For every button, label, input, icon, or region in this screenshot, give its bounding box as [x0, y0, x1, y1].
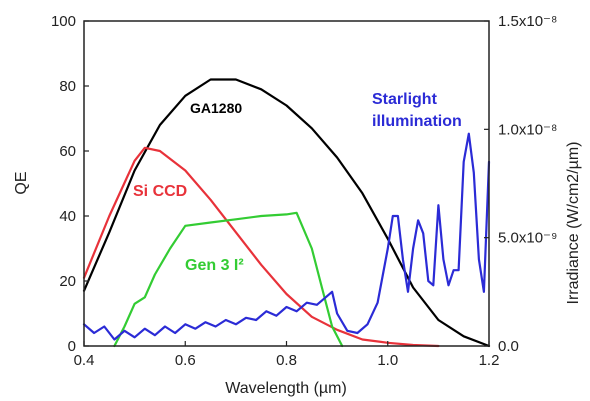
ticks-layer: 0.4 0.6 0.8 1.0 1.2 0 20 40 60 80 100 0.0 5.0x10⁻⁹ 1.…	[51, 13, 557, 369]
y2-tick-label: 5.0x10⁻⁹	[498, 230, 557, 247]
series-label-2: Gen 3 I²	[185, 257, 244, 274]
y-tick-label: 20	[59, 273, 76, 290]
y-tick-label: 100	[51, 13, 76, 30]
y2-axis-title: Irradiance (W/cm2/µm)	[565, 141, 582, 304]
x-tick-label: 0.8	[276, 352, 297, 369]
series-line-1	[82, 146, 440, 348]
series-line-0	[82, 78, 491, 348]
series-line-3	[82, 132, 491, 341]
y-tick-label: 60	[59, 143, 76, 160]
y-tick-label: 0	[68, 338, 76, 355]
x-tick-label: 1.0	[377, 352, 398, 369]
labels-layer: GA1280 Si CCD Gen 3 I² Starlight illuminatio…	[133, 91, 462, 274]
series-label-3: Starlight illumination	[372, 91, 462, 130]
y2-tick-label: 1.0x10⁻⁸	[498, 121, 557, 138]
y2-tick-label: 1.5x10⁻⁸	[498, 13, 557, 30]
y-axis-title: QE	[13, 171, 30, 194]
x-tick-label: 0.4	[74, 352, 95, 369]
y-tick-label: 80	[59, 78, 76, 95]
series-label-0: GA1280	[190, 100, 242, 116]
y2-tick-label: 0.0	[498, 338, 519, 355]
y-tick-label: 40	[59, 208, 76, 225]
series-line-2	[113, 211, 344, 348]
series-layer	[82, 78, 491, 348]
x-tick-label: 1.2	[479, 352, 500, 369]
x-axis-title: Wavelength (µm)	[225, 380, 347, 397]
x-tick-label: 0.6	[175, 352, 196, 369]
series-label-1: Si CCD	[133, 183, 187, 200]
